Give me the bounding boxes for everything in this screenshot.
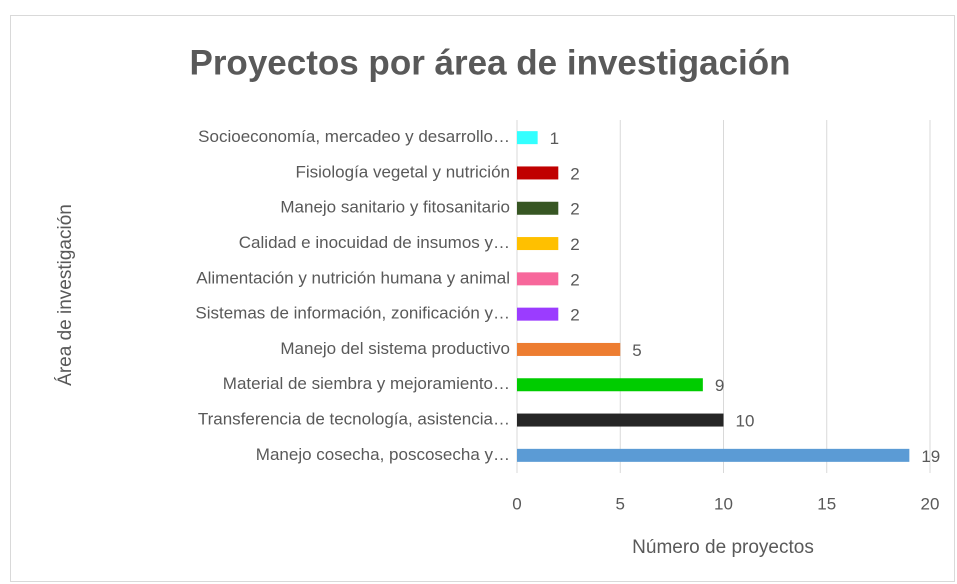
value-label: 1 (550, 129, 559, 148)
bar (517, 413, 724, 427)
y-tick-label: Calidad e inocuidad de insumos y… (239, 233, 510, 252)
y-tick-label: Manejo cosecha, poscosecha y… (256, 445, 510, 464)
value-label: 10 (736, 412, 755, 431)
bar (517, 378, 703, 392)
bar (517, 237, 559, 251)
bar (517, 272, 559, 286)
bar (517, 201, 559, 215)
y-tick-label: Manejo sanitario y fitosanitario (280, 198, 510, 217)
chart-border (10, 15, 955, 582)
x-tick-label: 10 (714, 494, 733, 513)
value-label: 2 (570, 306, 579, 325)
value-label: 5 (632, 341, 641, 360)
x-tick-label: 15 (817, 494, 836, 513)
y-tick-label: Material de siembra y mejoramiento… (223, 374, 510, 393)
x-axis-label: Número de proyectos (632, 537, 814, 558)
value-label: 2 (570, 235, 579, 254)
bar (517, 448, 910, 462)
chart-title: Proyectos por área de investigación (189, 43, 790, 82)
value-label: 9 (715, 376, 724, 395)
x-tick-label: 5 (616, 494, 625, 513)
x-tick-label: 0 (512, 494, 521, 513)
value-label: 19 (921, 447, 940, 466)
y-tick-label: Alimentación y nutrición humana y animal (196, 268, 510, 287)
bar (517, 131, 538, 145)
y-tick-label: Sistemas de información, zonificación y… (195, 304, 510, 323)
bar (517, 166, 559, 180)
bar (517, 307, 559, 321)
bar (517, 342, 621, 356)
y-tick-label: Socioeconomía, mercadeo y desarrollo… (198, 127, 510, 146)
y-tick-label: Manejo del sistema productivo (280, 339, 510, 358)
y-tick-label: Transferencia de tecnología, asistencia… (198, 410, 510, 429)
value-label: 2 (570, 164, 579, 183)
y-tick-label: Fisiología vegetal y nutrición (295, 162, 510, 181)
value-label: 2 (570, 200, 579, 219)
value-label: 2 (570, 270, 579, 289)
x-tick-label: 20 (921, 494, 940, 513)
y-axis-label: Área de investigación (55, 204, 76, 386)
